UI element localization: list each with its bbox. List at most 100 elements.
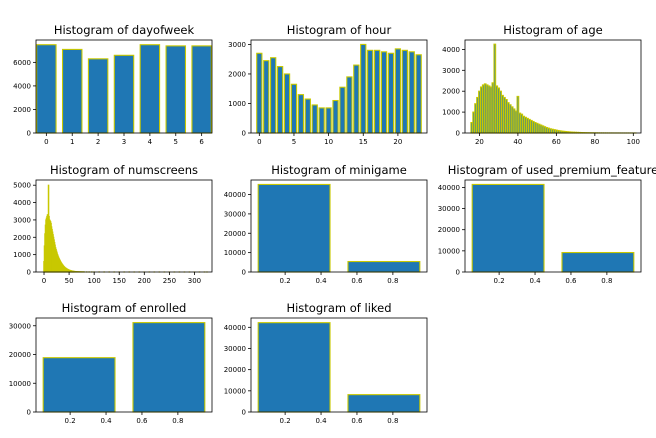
histogram-bar [347, 260, 421, 273]
y-tick-label: 5000 [13, 182, 31, 190]
histogram-bar [561, 251, 635, 273]
y-tick-label: 6000 [13, 59, 31, 67]
chart-panel: Histogram of enrolled 0.2 0.4 0.6 0.8 0 10000 2… [9, 301, 213, 425]
y-tick-label: 0 [456, 269, 460, 277]
y-tick-label: 0 [242, 269, 246, 277]
x-tick-label: 0.2 [280, 417, 291, 425]
y-tick-label: 20000 [224, 230, 246, 238]
x-tick-label: 150 [113, 277, 126, 285]
histogram-bar [339, 86, 346, 134]
histogram-bar [380, 51, 388, 134]
chart-title: Histogram of hour [287, 23, 392, 37]
chart-title: Histogram of enrolled [62, 301, 187, 315]
histogram-bar [346, 76, 353, 134]
y-tick-label: 3000 [228, 41, 246, 49]
histogram-bar [36, 44, 57, 134]
axes-frame [250, 179, 428, 273]
x-tick-label: 6 [199, 138, 204, 146]
y-tick-label: 2000 [13, 106, 31, 114]
histogram-bar [283, 73, 291, 134]
x-tick-label: 50 [65, 277, 74, 285]
x-tick-label: 0.4 [100, 417, 112, 425]
x-tick-label: 0 [257, 138, 261, 146]
y-tick-label: 30000 [9, 322, 31, 330]
chart-title: Histogram of numscreens [50, 163, 198, 177]
axes-frame [464, 39, 642, 134]
axes-frame [35, 179, 213, 273]
y-tick-label: 1000 [442, 109, 460, 117]
histogram-bar [257, 183, 331, 273]
histogram-bar [332, 99, 339, 134]
histogram-bar [165, 45, 187, 134]
y-tick-label: 2000 [442, 88, 460, 96]
y-tick-label: 2000 [228, 70, 246, 78]
chart-title: Histogram of liked [286, 301, 391, 315]
y-tick-label: 4000 [442, 46, 460, 54]
x-tick-label: 0.8 [387, 417, 398, 425]
x-tick-label: 4 [148, 138, 153, 146]
y-tick-label: 0 [27, 409, 31, 417]
x-tick-label: 1 [70, 138, 74, 146]
histogram-bar [297, 94, 305, 134]
histogram-bar [263, 60, 270, 134]
axes-frame [250, 39, 428, 134]
histogram-bar [290, 83, 298, 134]
histogram-bar [113, 54, 135, 134]
x-tick-label: 5 [292, 138, 296, 146]
x-tick-label: 0.2 [494, 277, 505, 285]
histogram-bar [61, 48, 83, 134]
y-tick-label: 40000 [224, 324, 246, 332]
x-tick-label: 250 [163, 277, 176, 285]
histogram-bar [471, 183, 545, 273]
histogram-bar [318, 107, 325, 134]
x-tick-label: 0.2 [280, 277, 291, 285]
histogram-bar [367, 49, 374, 134]
histogram-bar [304, 98, 311, 134]
chart-title: Histogram of age [503, 23, 602, 37]
histogram-bar [347, 394, 421, 413]
histogram-bar [132, 322, 206, 413]
y-tick-label: 30000 [438, 205, 460, 213]
x-tick-label: 3 [122, 138, 126, 146]
y-tick-label: 40000 [224, 191, 246, 199]
y-tick-label: 0 [242, 409, 246, 417]
x-tick-label: 0.6 [351, 277, 363, 285]
x-tick-label: 0 [44, 138, 48, 146]
histogram-bar [353, 64, 360, 134]
x-tick-label: 60 [552, 138, 561, 146]
chart-panel: Histogram of minigame 0.2 0.4 0.6 0.8 0 10000 2… [224, 163, 428, 285]
x-tick-label: 200 [138, 277, 151, 285]
x-tick-label: 80 [590, 138, 599, 146]
x-tick-label: 0.2 [65, 417, 76, 425]
chart-panel: Histogram of hour 0 5 10 15 20 0 1000 2000 3000 [228, 23, 428, 146]
histogram-bar [256, 52, 263, 134]
y-tick-label: 0 [456, 130, 460, 138]
x-tick-label: 40 [513, 138, 522, 146]
x-tick-label: 0.4 [529, 277, 541, 285]
axes-frame [250, 317, 428, 413]
y-tick-label: 20000 [438, 226, 460, 234]
y-tick-label: 1000 [13, 251, 31, 259]
y-tick-label: 0 [27, 269, 31, 277]
x-tick-label: 100 [627, 138, 640, 146]
y-tick-label: 20000 [224, 366, 246, 374]
histogram-bar [139, 44, 161, 134]
x-tick-label: 20 [475, 138, 484, 146]
y-tick-label: 0 [242, 130, 246, 138]
x-tick-label: 0.6 [351, 417, 363, 425]
y-tick-label: 0 [27, 130, 31, 138]
histogram-bar [276, 66, 284, 134]
histogram-bar [270, 57, 277, 134]
histogram-bar [257, 322, 331, 413]
y-tick-label: 4000 [13, 82, 31, 90]
chart-title: Histogram of dayofweek [54, 23, 195, 37]
y-tick-label: 40000 [438, 184, 460, 192]
y-tick-label: 3000 [13, 216, 31, 224]
chart-title: Histogram of used_premium_feature [448, 163, 656, 177]
x-tick-label: 5 [174, 138, 178, 146]
histogram-bar [394, 48, 402, 134]
histogram-bar [325, 107, 332, 134]
chart-title: Histogram of minigame [271, 163, 407, 177]
histogram-bar [311, 104, 318, 134]
